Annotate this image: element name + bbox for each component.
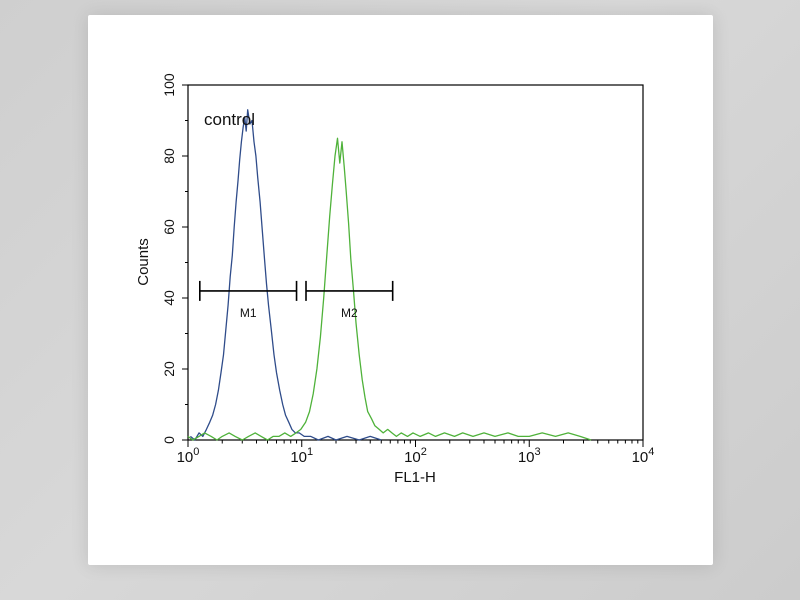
x-axis-tick-label: 101 xyxy=(290,446,313,466)
x-axis-tick-exponent: 3 xyxy=(535,446,541,458)
y-axis-tick-label: 100 xyxy=(161,73,177,97)
curve-blue-population xyxy=(189,109,382,441)
x-axis-tick-label: 102 xyxy=(404,446,427,466)
y-axis-label: Counts xyxy=(135,238,152,286)
x-axis-label: FL1-H xyxy=(394,469,436,486)
x-axis-tick-label: 100 xyxy=(177,446,200,466)
y-axis-tick-label: 80 xyxy=(161,148,177,164)
figure-panel: 0 20 40 60 80 100 100 101 102 103 104 M1 M2 control … xyxy=(88,15,713,565)
x-axis-tick-exponent: 0 xyxy=(193,446,199,458)
marker-label: M2 xyxy=(341,306,358,320)
y-axis-tick-label: 60 xyxy=(161,219,177,235)
x-axis-tick-label: 103 xyxy=(518,446,541,466)
y-axis-tick-label: 20 xyxy=(161,361,177,377)
x-axis-tick-exponent: 1 xyxy=(307,446,313,458)
x-axis-tick-exponent: 2 xyxy=(421,446,427,458)
annotation-control: control xyxy=(204,110,255,129)
marker-m1: M1 xyxy=(199,280,298,320)
x-axis-tick-exponent: 4 xyxy=(648,446,654,458)
y-axis-tick-label: 40 xyxy=(161,290,177,306)
plot-frame xyxy=(187,84,644,441)
marker-label: M1 xyxy=(240,306,257,320)
marker-m2: M2 xyxy=(305,280,394,320)
y-axis-tick-label: 0 xyxy=(161,436,177,444)
x-axis-tick-label: 104 xyxy=(632,446,655,466)
curve-green-population xyxy=(187,137,592,441)
